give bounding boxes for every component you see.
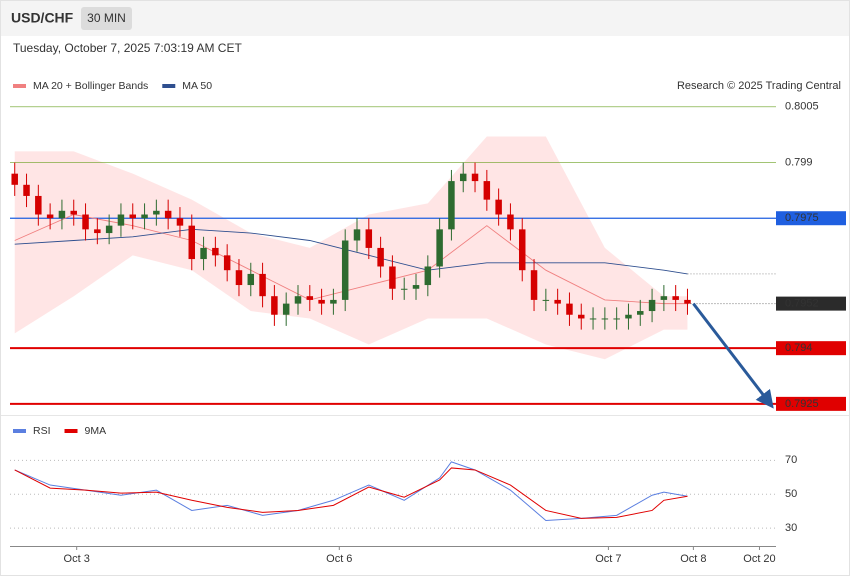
candle-body <box>70 210 77 215</box>
candle-body <box>188 225 196 260</box>
candle-body <box>554 299 561 304</box>
candle-body <box>212 247 219 256</box>
candle-body <box>341 240 349 300</box>
candle-body <box>648 299 656 312</box>
level-label: 0.7952 <box>785 298 819 310</box>
legend-label: 9MA <box>85 425 107 437</box>
candle-body <box>625 314 632 319</box>
header-bar <box>1 1 849 36</box>
level-label: 0.794 <box>785 342 813 354</box>
timestamp: Tuesday, October 7, 2025 7:03:19 AM CET <box>13 41 242 55</box>
candle-body <box>637 311 644 315</box>
candle-body <box>400 288 408 290</box>
candle-body <box>566 303 573 315</box>
level-box <box>776 341 846 356</box>
candle-body <box>200 247 207 260</box>
candle-body <box>684 299 691 304</box>
candle-body <box>389 266 396 289</box>
candle-body <box>424 266 432 286</box>
symbol: USD/CHF <box>11 10 74 26</box>
interval-badge <box>81 7 132 30</box>
candle-body <box>518 229 526 271</box>
legend-label: MA 20 + Bollinger Bands <box>33 80 148 92</box>
y-tick-label: 70 <box>785 454 797 466</box>
candle-body <box>672 296 679 300</box>
candle-body <box>660 296 668 300</box>
interval: 30 MIN <box>87 11 126 25</box>
candle-body <box>105 225 113 234</box>
candle-body <box>436 229 443 267</box>
x-tick-label: Oct 7 <box>595 553 621 565</box>
candle-body <box>35 195 42 215</box>
candle-body <box>153 210 160 215</box>
x-tick-label: Oct 8 <box>680 553 706 565</box>
legend-swatch <box>13 84 26 88</box>
legend-swatch <box>64 429 78 433</box>
candle-body <box>483 181 491 200</box>
candle-body <box>318 299 325 304</box>
forecast-arrow <box>692 302 774 409</box>
candle-body <box>141 214 148 219</box>
candle-body <box>459 173 467 182</box>
candle-body <box>223 255 231 271</box>
bollinger-band <box>14 136 688 360</box>
level-box <box>776 396 846 411</box>
candle-body <box>294 296 302 304</box>
candle-body <box>613 318 620 320</box>
legend-label: MA 50 <box>182 80 212 92</box>
level-box <box>776 296 846 311</box>
level-label: 0.8005 <box>785 101 819 113</box>
candle-body <box>164 210 172 219</box>
candle-body <box>507 214 514 230</box>
candle-body <box>578 314 585 319</box>
candle-body <box>176 218 184 226</box>
level-label: 0.799 <box>785 156 813 168</box>
candle-body <box>365 229 373 248</box>
candle-body <box>58 210 66 219</box>
candle-body <box>82 214 89 230</box>
candle-body <box>495 199 502 215</box>
legend-label: RSI <box>33 425 51 437</box>
candle-body <box>448 181 455 230</box>
copyright: Research © 2025 Trading Central <box>677 80 841 92</box>
candle-body <box>46 214 54 219</box>
candle-body <box>330 299 337 304</box>
candle-body <box>471 173 479 182</box>
candle-body <box>377 247 384 267</box>
candle-body <box>23 184 30 196</box>
candle-body <box>589 318 597 320</box>
candle-body <box>235 270 243 286</box>
x-tick-label: Oct 20 <box>743 553 775 565</box>
candle-body <box>412 285 420 289</box>
candle-body <box>530 270 538 300</box>
level-label: 0.7975 <box>785 212 819 224</box>
y-tick-label: 30 <box>785 522 797 534</box>
candle-body <box>282 303 290 315</box>
indicator-line <box>14 467 688 519</box>
candle-body <box>11 173 18 185</box>
candle-body <box>271 296 278 315</box>
x-tick-label: Oct 3 <box>64 553 90 565</box>
candle-body <box>117 214 125 226</box>
candle-body <box>259 273 266 297</box>
candle-body <box>542 299 550 301</box>
level-label: 0.7925 <box>785 398 819 410</box>
candle-body <box>247 273 255 286</box>
legend-swatch <box>13 429 26 433</box>
candle-body <box>129 214 136 219</box>
y-tick-label: 50 <box>785 488 797 500</box>
candle-body <box>306 296 314 300</box>
level-box <box>776 211 846 226</box>
legend-swatch <box>162 84 176 88</box>
candle-body <box>94 229 101 234</box>
candle-body <box>353 229 361 241</box>
candle-body <box>601 318 609 320</box>
x-tick-label: Oct 6 <box>326 553 352 565</box>
